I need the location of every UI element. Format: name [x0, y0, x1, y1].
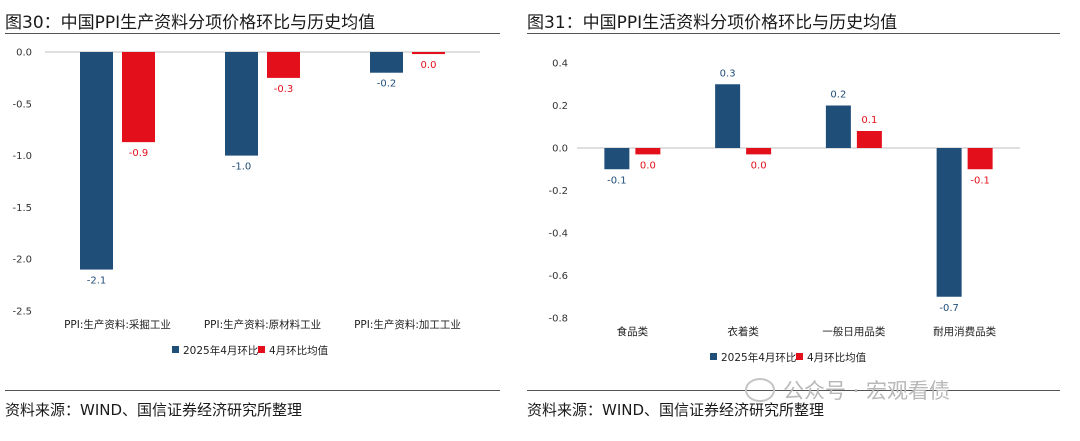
category-label: 一般日用品类 [822, 325, 885, 338]
bar-current [936, 148, 962, 297]
y-tick-label: -0.6 [548, 271, 568, 282]
y-tick-label: 0.0 [552, 144, 568, 155]
bar-current [370, 52, 403, 73]
right-source-note: 资料来源：WIND、国信证券经济研究所整理 [527, 401, 825, 419]
watermark: 公众号 · 宏观看债 [745, 375, 950, 405]
category-label: 食品类 [617, 325, 649, 338]
y-tick-label: -0.4 [548, 229, 568, 240]
bar-average [267, 52, 300, 78]
left-chart-panel: 0.0 -0.5 -1.0 -1.5 -2.0 -2.5 -2.1 -0.9 PPI:生产资料:… [0, 0, 520, 441]
data-label: -1.0 [232, 162, 252, 173]
bar-average [856, 131, 882, 148]
data-label: -0.3 [274, 84, 294, 95]
bar-current [604, 148, 630, 170]
category-label: PPI:生产资料:采掘工业 [64, 318, 171, 331]
data-label: 0.0 [640, 160, 656, 171]
data-label: -0.9 [129, 148, 149, 159]
legend-swatch [796, 353, 803, 360]
wechat-icon [745, 378, 775, 402]
right-source-rule [527, 390, 1060, 391]
data-label: -0.2 [377, 79, 397, 90]
category-label: PPI:生产资料:原材料工业 [204, 318, 321, 331]
legend-label: 2025年4月环比 [183, 344, 258, 357]
data-label: 0.1 [861, 115, 877, 126]
bar-average [122, 52, 155, 143]
y-tick-label: -1.5 [12, 203, 32, 214]
y-tick-label: -2.5 [12, 307, 32, 318]
data-label: -0.1 [607, 175, 627, 186]
data-label: 0.2 [830, 90, 846, 101]
bar-current [715, 84, 741, 148]
y-tick-label: 0.0 [16, 48, 32, 59]
bar-average [967, 148, 993, 170]
y-tick-label: 0.4 [552, 59, 568, 70]
left-title-rule [5, 33, 500, 34]
left-source-note: 资料来源：WIND、国信证券经济研究所整理 [5, 401, 303, 419]
y-tick-label: -2.0 [12, 255, 32, 266]
right-chart-title: 图31：中国PPI生活资料分项价格环比与历史均值 [527, 13, 898, 33]
bar-average [746, 148, 772, 155]
data-label: 0.0 [751, 160, 767, 171]
y-tick-label: -0.2 [548, 186, 568, 197]
watermark-text: 公众号 · 宏观看债 [783, 379, 951, 403]
y-tick-label: 0.2 [552, 101, 568, 112]
bar-current [225, 52, 258, 156]
legend-swatch [710, 353, 717, 360]
category-label: 衣着类 [727, 325, 759, 338]
y-tick-label: -1.0 [12, 151, 32, 162]
bar-current [80, 52, 113, 270]
data-label: -0.7 [939, 303, 959, 314]
data-label: -0.1 [970, 175, 990, 186]
legend-swatch [258, 346, 265, 353]
legend-label: 2025年4月环比 [721, 351, 796, 364]
right-chart-svg: 0.4 0.2 0.0 -0.2 -0.4 -0.6 -0.8 -0.1 0.0 食品类 0.3 0.… [548, 59, 1020, 364]
legend-label: 4月环比均值 [807, 351, 867, 364]
right-title-rule [527, 33, 1060, 34]
legend-swatch [172, 346, 179, 353]
category-label: 耐用消费品类 [933, 325, 996, 338]
legend-label: 4月环比均值 [269, 344, 329, 357]
right-chart-panel: 0.4 0.2 0.0 -0.2 -0.4 -0.6 -0.8 -0.1 0.0 食品类 0.3 0.… [522, 0, 1080, 441]
data-label: 0.3 [720, 68, 736, 79]
data-label: 0.0 [421, 60, 437, 71]
bar-current [825, 105, 851, 148]
category-label: PPI:生产资料:加工工业 [354, 318, 461, 331]
y-tick-label: -0.8 [548, 314, 568, 325]
data-label: -2.1 [87, 276, 107, 287]
left-chart-title: 图30：中国PPI生产资料分项价格环比与历史均值 [5, 13, 376, 33]
left-source-rule [5, 390, 500, 391]
bar-average [635, 148, 661, 155]
left-chart-svg: 0.0 -0.5 -1.0 -1.5 -2.0 -2.5 -2.1 -0.9 PPI:生产资料:… [12, 48, 480, 357]
bar-average [412, 52, 445, 55]
y-tick-label: -0.5 [12, 99, 32, 110]
